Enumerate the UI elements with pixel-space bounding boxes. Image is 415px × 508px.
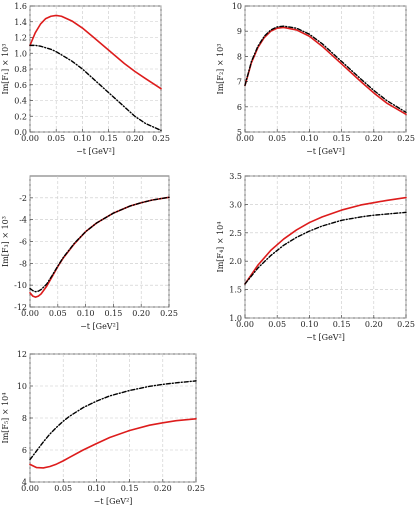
series-dashdot-black-line bbox=[29, 196, 170, 293]
plot-frame bbox=[244, 175, 407, 319]
y-tick-label: 0.2 bbox=[14, 112, 27, 121]
plot-frame bbox=[244, 5, 407, 133]
y-tick-label: 12 bbox=[17, 350, 27, 359]
y-tick-label: 0.0 bbox=[14, 128, 27, 137]
series-solid-red-line bbox=[29, 417, 197, 469]
x-tick-label: 0.15 bbox=[104, 309, 122, 318]
y-tick-label: 2.5 bbox=[229, 229, 242, 238]
y-tick-label: -8 bbox=[19, 259, 27, 268]
x-tick-label: 0.00 bbox=[236, 134, 254, 143]
y-tick-label: 2.0 bbox=[229, 257, 242, 266]
x-tick-label: 0.00 bbox=[21, 484, 39, 493]
y-tick-label: 1.2 bbox=[14, 34, 27, 43]
x-tick-label: 0.05 bbox=[54, 484, 72, 493]
y-axis-label: Im[F₄] × 10⁴ bbox=[216, 222, 225, 273]
x-tick-label: 0.25 bbox=[160, 309, 178, 318]
series-dashdot-black-line bbox=[244, 25, 407, 114]
series-dashdot-black-line bbox=[29, 44, 162, 132]
series-solid-red-line bbox=[29, 196, 170, 298]
y-tick-label: 10 bbox=[232, 2, 242, 11]
y-tick-label: -10 bbox=[14, 281, 27, 290]
x-tick-label: 0.20 bbox=[132, 309, 150, 318]
x-tick-label: 0.05 bbox=[268, 134, 286, 143]
panel-2: 0.00 0.05 0.10 0.15 0.20 0.25 5 6 7 8 9 10 −t [GeV²]… bbox=[216, 2, 415, 156]
y-axis-label: Im[F₃] × 10³ bbox=[1, 216, 10, 267]
y-tick-label: 3.0 bbox=[229, 200, 242, 209]
y-tick-label: -4 bbox=[19, 216, 27, 225]
y-axis-label: Im[F₅] × 10⁴ bbox=[1, 393, 10, 444]
x-tick-label: 0.15 bbox=[333, 134, 351, 143]
y-tick-label: 10 bbox=[17, 382, 27, 391]
panel-3: 0.00 0.05 0.10 0.15 0.20 0.25 -12 -10 -8 -6 -4 -2 −t… bbox=[1, 175, 178, 331]
x-tick-label: 0.20 bbox=[126, 134, 144, 143]
x-tick-label: 0.20 bbox=[365, 134, 383, 143]
x-tick-label: 0.05 bbox=[268, 320, 286, 329]
x-tick-label: 0.05 bbox=[49, 309, 67, 318]
y-tick-label: 1.6 bbox=[14, 2, 27, 11]
series-dashdot-black-line bbox=[29, 380, 197, 461]
x-tick-label: 0.00 bbox=[21, 309, 39, 318]
series-solid-red-line bbox=[244, 196, 407, 285]
x-tick-label: 0.25 bbox=[152, 134, 170, 143]
x-tick-label: 0.25 bbox=[187, 484, 205, 493]
y-tick-label: 3.5 bbox=[229, 172, 242, 181]
y-tick-label: 8 bbox=[237, 52, 242, 61]
y-tick-label: 6 bbox=[237, 103, 242, 112]
x-axis-label: −t [GeV²] bbox=[76, 147, 115, 156]
x-tick-label: 0.10 bbox=[77, 309, 95, 318]
y-tick-label: -2 bbox=[19, 194, 27, 203]
x-tick-label: 0.20 bbox=[365, 320, 383, 329]
x-tick-label: 0.00 bbox=[21, 134, 39, 143]
x-axis-label: −t [GeV²] bbox=[94, 497, 133, 506]
x-tick-label: 0.25 bbox=[397, 134, 415, 143]
y-axis-label: Im[F₁] × 10³ bbox=[1, 44, 10, 95]
y-tick-label: 1.4 bbox=[14, 18, 27, 27]
x-tick-label: 0.10 bbox=[87, 484, 105, 493]
x-axis-label: −t [GeV²] bbox=[306, 333, 345, 342]
panel-1: 0.00 0.05 0.10 0.15 0.20 0.25 0.0 0.2 0.4 0.6 0.8 1… bbox=[1, 2, 170, 156]
x-tick-label: 0.15 bbox=[100, 134, 118, 143]
y-tick-label: 9 bbox=[237, 27, 242, 36]
panel-5: 0.00 0.05 0.10 0.15 0.20 0.25 4 6 8 10 12 −t [GeV²]… bbox=[1, 350, 205, 506]
x-tick-label: 0.10 bbox=[300, 134, 318, 143]
y-tick-label: 4 bbox=[22, 478, 27, 487]
panel-4: 0.00 0.05 0.10 0.15 0.20 0.25 1.0 1.5 2.0 2.5 3.0 3… bbox=[216, 172, 415, 342]
y-tick-label: 7 bbox=[237, 78, 242, 87]
x-tick-label: 0.05 bbox=[47, 134, 65, 143]
x-tick-label: 0.15 bbox=[333, 320, 351, 329]
y-tick-label: 1.0 bbox=[229, 314, 242, 323]
x-tick-label: 0.15 bbox=[121, 484, 139, 493]
y-tick-label: 0.8 bbox=[14, 65, 27, 74]
series-dashdot-black-line bbox=[244, 211, 407, 285]
x-tick-label: 0.25 bbox=[397, 320, 415, 329]
y-tick-label: 0.4 bbox=[14, 97, 27, 106]
y-tick-label: 0.6 bbox=[14, 81, 27, 90]
x-axis-label: −t [GeV²] bbox=[306, 147, 345, 156]
x-tick-label: 0.20 bbox=[154, 484, 172, 493]
x-axis-label: −t [GeV²] bbox=[80, 322, 119, 331]
series-solid-red-line bbox=[29, 14, 162, 90]
y-tick-label: -12 bbox=[14, 303, 27, 312]
y-tick-label: 5 bbox=[237, 128, 242, 137]
x-tick-label: 0.10 bbox=[300, 320, 318, 329]
y-tick-label: -6 bbox=[19, 238, 27, 247]
x-tick-label: 0.00 bbox=[236, 320, 254, 329]
x-tick-label: 0.10 bbox=[73, 134, 91, 143]
y-tick-label: 8 bbox=[22, 414, 27, 423]
series-solid-red-line bbox=[244, 26, 407, 116]
y-tick-label: 1.0 bbox=[14, 49, 27, 58]
y-tick-label: 6 bbox=[22, 446, 27, 455]
y-axis-label: Im[F₂] × 10³ bbox=[216, 44, 225, 95]
y-tick-label: 1.5 bbox=[229, 286, 242, 295]
